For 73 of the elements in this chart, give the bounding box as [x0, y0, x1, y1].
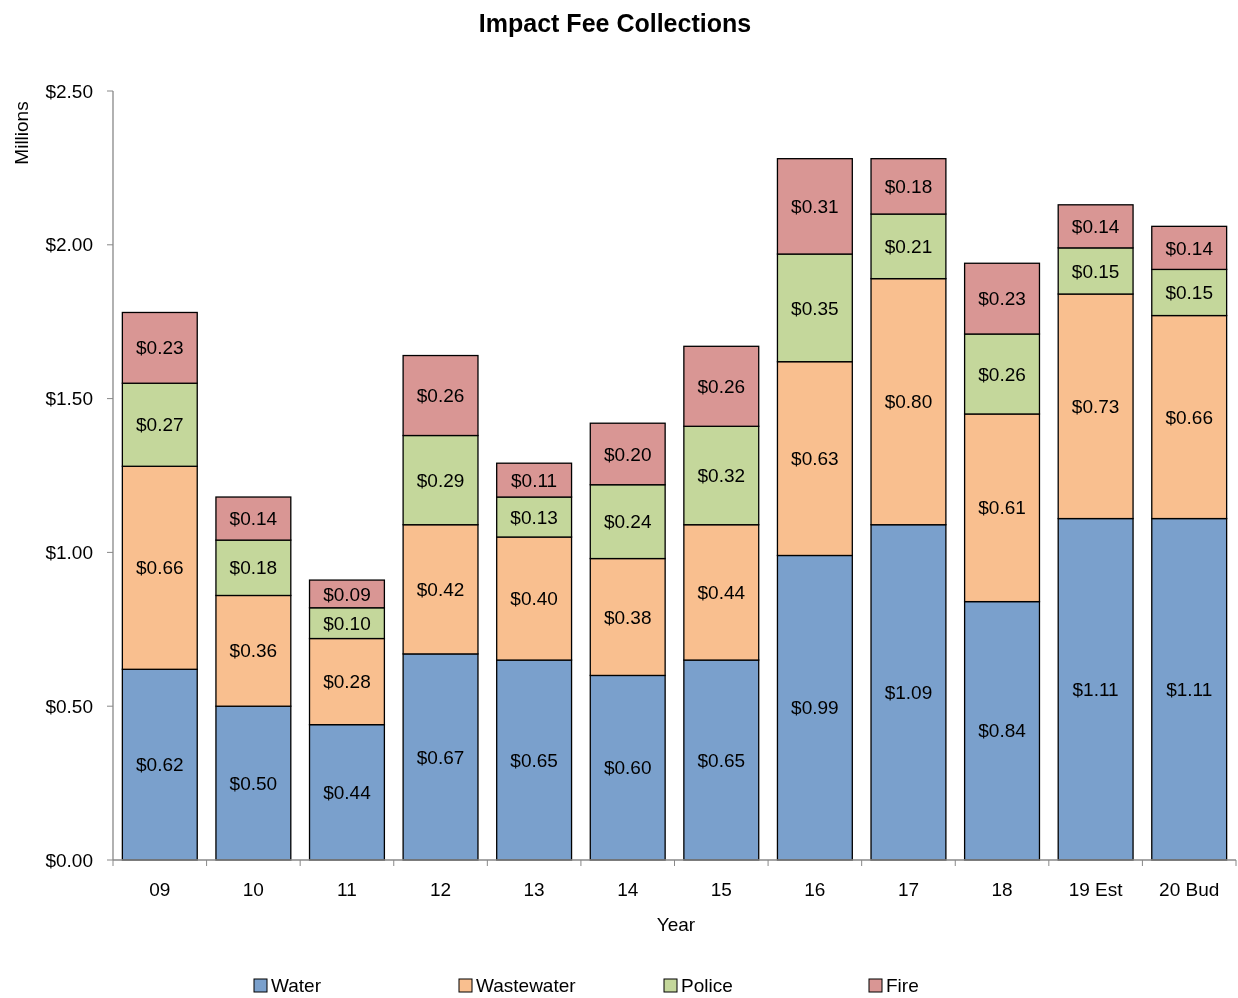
data-label: $0.21 — [884, 235, 933, 257]
x-tick-label: 09 — [149, 879, 171, 900]
data-label: $0.32 — [697, 465, 746, 487]
data-label: $0.66 — [136, 557, 184, 579]
y-tick-label: $0.00 — [45, 849, 93, 871]
y-tick-label: $2.00 — [45, 234, 93, 256]
y-axis-title: Millions — [11, 101, 32, 165]
x-tick-label: 19 Est — [1068, 879, 1124, 900]
data-label: $0.99 — [791, 697, 839, 719]
y-tick-label: $2.50 — [45, 80, 93, 102]
legend-label: Police — [681, 975, 733, 996]
data-label: $0.11 — [511, 469, 558, 491]
data-label: $0.67 — [416, 746, 465, 768]
legend-label: Wastewater — [476, 975, 577, 996]
y-tick-label: $0.50 — [45, 695, 93, 717]
data-label: $0.20 — [603, 443, 652, 465]
data-label: $1.09 — [884, 682, 933, 704]
x-tick-label: 17 — [897, 879, 920, 900]
data-label: $0.44 — [323, 781, 372, 803]
x-tick-label: 13 — [523, 879, 545, 900]
data-label: $0.23 — [978, 288, 1026, 310]
data-label: $0.63 — [791, 448, 839, 470]
data-label: $0.73 — [1071, 395, 1120, 417]
data-label: $0.26 — [697, 375, 746, 397]
x-tick-label: 18 — [991, 879, 1013, 900]
data-label: $0.09 — [323, 583, 371, 605]
x-tick-label: 16 — [804, 879, 826, 900]
data-label: $0.18 — [229, 557, 278, 579]
data-label: $0.29 — [416, 469, 465, 491]
data-label: $0.50 — [229, 772, 278, 794]
data-label: $0.44 — [697, 582, 746, 604]
data-label: $0.42 — [416, 578, 465, 600]
data-label: $0.35 — [791, 297, 839, 319]
data-label: $0.18 — [884, 176, 933, 198]
data-label: $0.36 — [229, 640, 278, 662]
data-label: $0.14 — [1165, 237, 1214, 259]
data-label: $0.65 — [510, 749, 558, 771]
data-label: $1.11 — [1072, 678, 1119, 700]
x-tick-label: 20 Bud — [1159, 879, 1220, 900]
x-axis-title: Year — [656, 914, 696, 935]
x-tick-label: 12 — [429, 879, 452, 900]
data-label: $0.14 — [229, 508, 278, 530]
x-tick-label: 11 — [337, 879, 357, 900]
legend-label: Fire — [886, 975, 919, 996]
data-label: $0.26 — [978, 363, 1026, 385]
data-label: $1.11 — [1166, 678, 1213, 700]
data-label: $0.10 — [323, 612, 371, 634]
data-label: $0.80 — [884, 391, 933, 413]
data-label: $0.13 — [510, 506, 558, 528]
data-label: $0.60 — [603, 757, 652, 779]
data-label: $0.65 — [697, 749, 746, 771]
y-tick-label: $1.00 — [45, 542, 93, 564]
data-label: $0.27 — [136, 414, 184, 436]
x-tick-label: 10 — [242, 879, 264, 900]
x-tick-label: 15 — [710, 879, 732, 900]
data-label: $0.40 — [510, 588, 558, 610]
data-label: $0.15 — [1165, 282, 1213, 304]
data-label: $0.26 — [416, 385, 465, 407]
data-label: $0.14 — [1071, 215, 1120, 237]
legend-label: Water — [271, 975, 322, 996]
data-label: $0.66 — [1165, 406, 1213, 428]
chart-title: Impact Fee Collections — [478, 9, 752, 37]
data-label: $0.61 — [978, 497, 1026, 519]
x-tick-label: 14 — [617, 879, 639, 900]
data-label: $0.28 — [323, 671, 371, 693]
data-label: $0.38 — [603, 606, 652, 628]
data-label: $0.24 — [603, 511, 652, 533]
data-label: $0.15 — [1071, 260, 1120, 282]
data-label: $0.62 — [136, 754, 184, 776]
data-label: $0.84 — [978, 720, 1027, 742]
y-tick-label: $1.50 — [45, 388, 93, 410]
data-label: $0.31 — [791, 196, 839, 217]
data-label: $0.23 — [136, 337, 184, 359]
